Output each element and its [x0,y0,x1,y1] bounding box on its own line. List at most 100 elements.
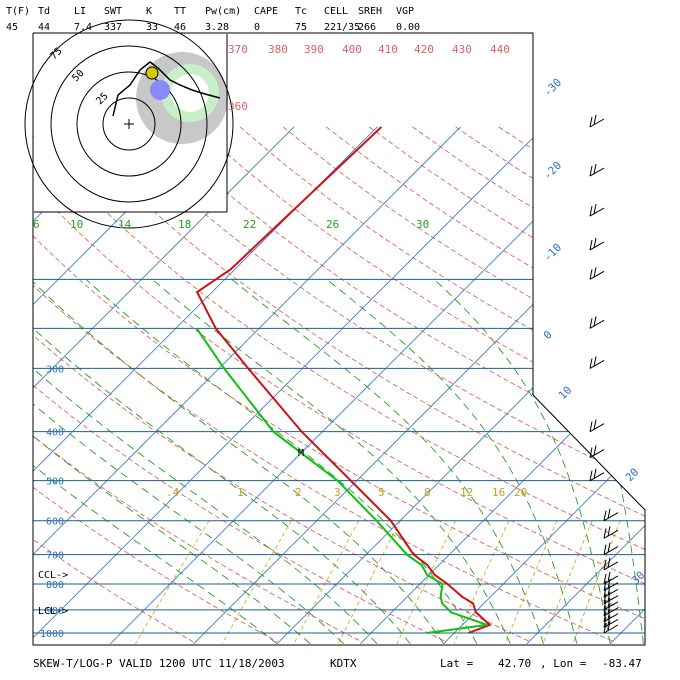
isotherm-line [526,126,645,645]
wind-barb-staff [603,624,619,634]
moist-adiabat [539,279,644,644]
isotherm-line [110,126,628,645]
lat-value: 42.70 [498,657,531,670]
moist-adiabat-label: 18 [178,218,191,231]
wind-barb-flag [603,593,607,604]
wind-barb-flag [589,116,593,128]
header-label: SREH [358,6,382,17]
isobar-label: 1000 [40,629,64,640]
wind-barb-flag [603,573,607,585]
header-value: 266 [358,22,376,33]
wind-barb-staff [603,613,619,623]
isotherm-line [359,126,645,645]
lat-label: Lat = [440,657,473,670]
wind-barb-staff [589,241,605,251]
dry-adiabat [326,126,645,642]
header-value: 44 [38,22,50,33]
wind-barb [603,571,619,585]
mixing-ratio-line [337,520,401,644]
wind-barb-flag [593,163,597,175]
hodograph-ring [76,71,182,177]
hodograph-ring [102,97,156,151]
moist-adiabat [33,278,411,644]
wind-barb-flag [593,468,597,479]
wind-barb-flag [593,204,597,215]
theta-label: 420 [414,43,434,56]
dry-adiabat [282,126,645,642]
wind-barb [603,542,619,556]
header-label: SWT [104,6,122,17]
wind-barb-staff [603,601,619,611]
wind-barbs [589,114,619,634]
lcl-marker: LCL-> [38,606,68,617]
mixing-ratio-line [293,520,360,644]
markers: CCL-> LCL-> M [38,448,304,617]
wind-barb [589,114,605,128]
dry-adiabat [541,126,645,642]
hodograph-ring [24,19,234,229]
header-value: 221/35 [324,22,360,33]
header-value: 337 [104,22,122,33]
moist-adiabat [33,279,311,645]
wind-barb-flag [603,605,607,616]
wind-barb-flag [593,237,597,249]
mixing-ratio-label: 2 [295,486,302,499]
lon-value: -83.47 [602,657,642,670]
wind-barb-flag [589,165,593,177]
wind-barb-staff [589,167,605,177]
wind-barb-staff [603,595,619,605]
header-label: K [146,6,152,17]
isotherm-line [33,126,545,645]
axis-labels: 300 400 500 600 700 800 900 1000 -30 -20 -10 0 10 20 3… [33,43,647,640]
ccl-marker: CCL-> [38,570,68,581]
storm-motion-marker [150,80,170,100]
dewpoint-profile [195,327,488,634]
header-value: 7.4 [74,22,92,33]
wind-barb-staff [603,582,619,592]
wind-barb-flag [607,609,611,620]
wind-barb [603,620,619,634]
isobar-label: 600 [46,517,64,528]
dry-adiabat [67,126,645,642]
wind-barb-flag [607,571,611,583]
header-value: 33 [146,22,158,33]
wind-barb [589,316,605,329]
wind-barb-staff [603,512,619,522]
wind-barb-flag [589,447,593,458]
wind-barb-flag [589,269,593,280]
wind-barb [589,468,605,482]
header-label: T(F) [6,6,30,17]
wind-barb-staff [589,359,605,369]
moist-adiabat [433,278,611,644]
header-label: TT [174,6,186,17]
isobar-label: 300 [46,364,64,375]
mixing-ratio-label: 8 [424,486,431,499]
wind-barb [589,356,605,369]
isotherm-line [33,126,461,645]
isobar-label: 900 [46,606,64,617]
theta-label: 380 [268,43,288,56]
header-label: Td [38,6,50,17]
wind-barb-flag [593,114,597,126]
dry-adiabat [455,126,645,642]
mixing-ratio-line [572,520,621,644]
wind-barb [603,609,619,623]
wind-barb [589,163,605,177]
hodograph-trace [112,61,221,117]
wind-barb-flag [589,239,593,251]
mixing-ratio-line [504,520,558,644]
wind-barb [603,557,619,571]
wind-barb [603,603,619,617]
wind-barb [603,526,619,539]
temperature-profile [195,126,492,634]
header-label: Tc [295,6,307,17]
plot-frame [32,32,646,646]
isotherm-label: 20 [623,466,642,485]
wind-barb-flag [603,580,607,591]
dry-adiabat [33,126,645,642]
profiles [195,126,492,634]
dry-adiabat [33,126,645,642]
